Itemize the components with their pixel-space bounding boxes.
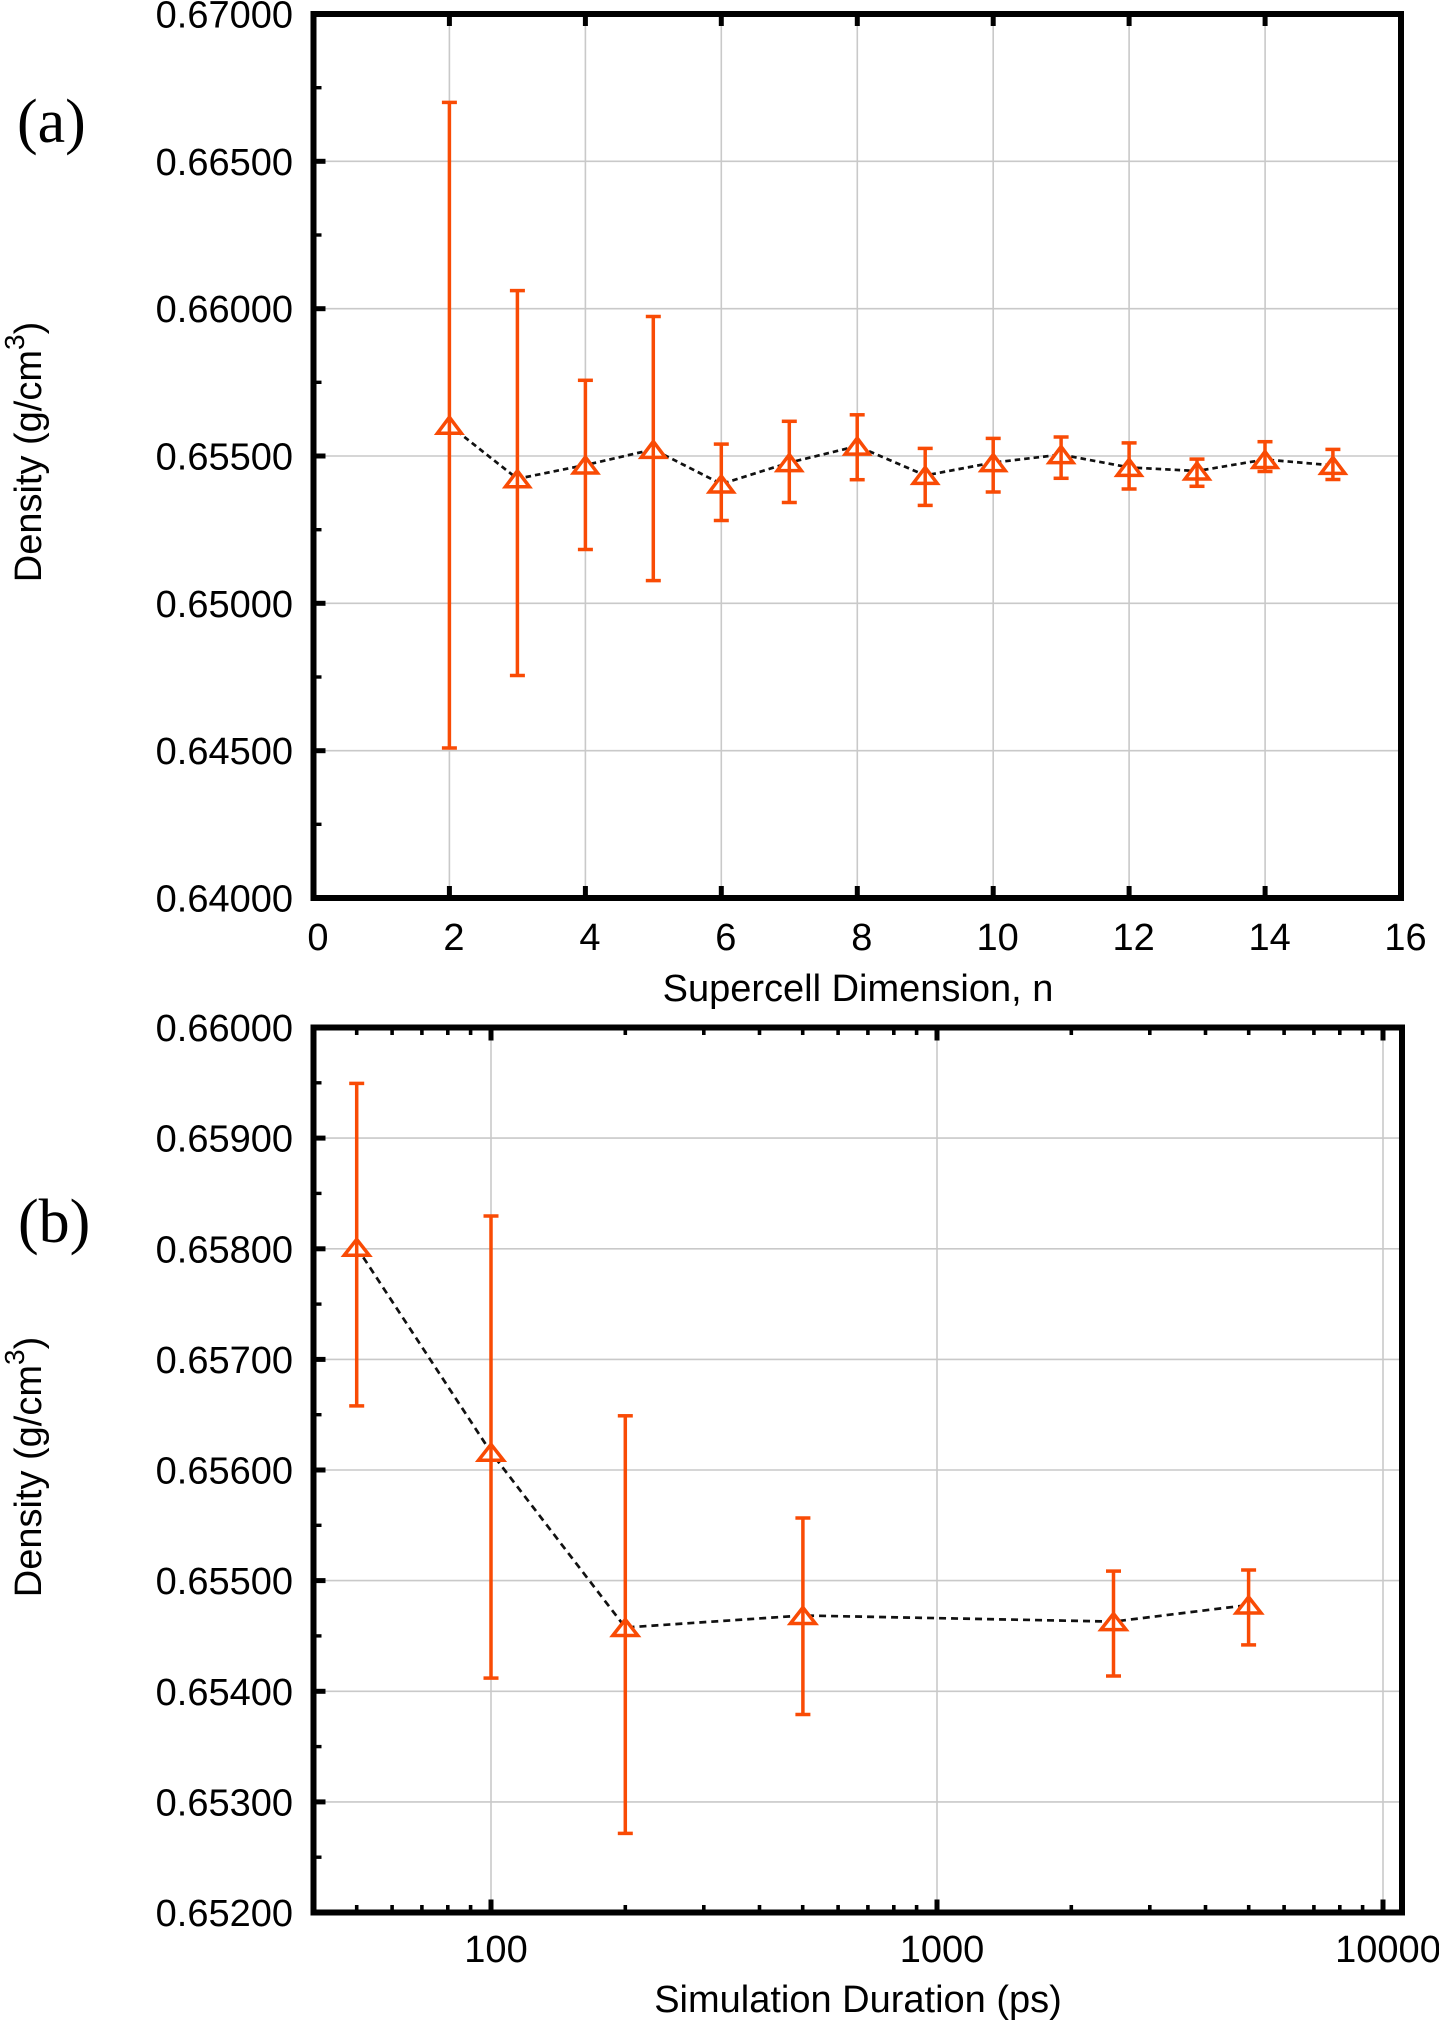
svg-text:6: 6 (715, 917, 736, 959)
svg-text:(b): (b) (18, 1188, 90, 1256)
svg-text:12: 12 (1112, 917, 1154, 959)
svg-text:0.66000: 0.66000 (156, 1008, 293, 1050)
svg-text:16: 16 (1384, 917, 1426, 959)
svg-text:0.65700: 0.65700 (156, 1340, 293, 1382)
svg-text:0.65500: 0.65500 (156, 1561, 293, 1603)
svg-text:0.66500: 0.66500 (156, 142, 293, 184)
svg-text:10: 10 (977, 917, 1019, 959)
svg-text:2: 2 (443, 917, 464, 959)
svg-text:(a): (a) (17, 88, 86, 156)
svg-text:0.64000: 0.64000 (156, 879, 293, 921)
svg-text:0.65400: 0.65400 (156, 1672, 293, 1714)
svg-text:0.66000: 0.66000 (156, 289, 293, 331)
svg-text:100: 100 (464, 1929, 527, 1971)
svg-text:Supercell Dimension, n: Supercell Dimension, n (663, 968, 1054, 1010)
svg-text:0.67000: 0.67000 (156, 0, 293, 37)
svg-text:0.65000: 0.65000 (156, 584, 293, 626)
svg-text:0.65900: 0.65900 (156, 1119, 293, 1161)
svg-text:10000: 10000 (1335, 1929, 1439, 1971)
svg-text:0.65300: 0.65300 (156, 1782, 293, 1824)
svg-text:Density (g/cm3): Density (g/cm3) (0, 1337, 50, 1598)
svg-text:Simulation Duration (ps): Simulation Duration (ps) (654, 1979, 1062, 2021)
svg-text:0.65600: 0.65600 (156, 1451, 293, 1493)
svg-text:14: 14 (1248, 917, 1290, 959)
svg-text:0.65200: 0.65200 (156, 1893, 293, 1935)
svg-text:8: 8 (851, 917, 872, 959)
svg-text:1000: 1000 (900, 1929, 985, 1971)
svg-text:0.64500: 0.64500 (156, 731, 293, 773)
svg-text:Density (g/cm3): Density (g/cm3) (0, 322, 50, 583)
svg-text:0.65500: 0.65500 (156, 437, 293, 479)
svg-text:0: 0 (307, 917, 328, 959)
svg-text:4: 4 (579, 917, 600, 959)
svg-text:0.65800: 0.65800 (156, 1229, 293, 1271)
